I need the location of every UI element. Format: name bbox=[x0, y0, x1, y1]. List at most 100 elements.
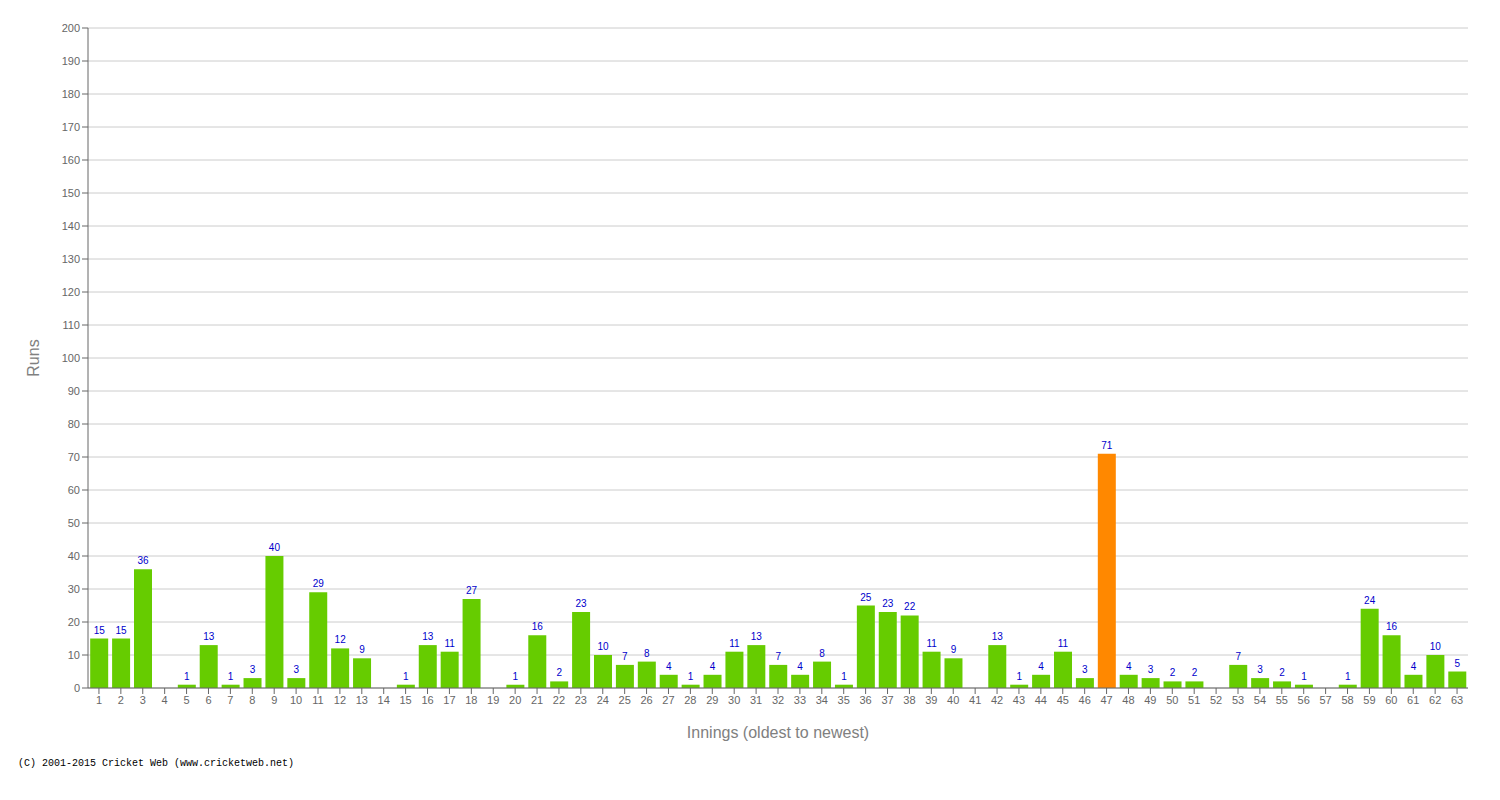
svg-text:42: 42 bbox=[991, 694, 1003, 706]
svg-text:26: 26 bbox=[640, 694, 652, 706]
svg-text:55: 55 bbox=[1276, 694, 1288, 706]
svg-text:51: 51 bbox=[1188, 694, 1200, 706]
svg-text:3: 3 bbox=[250, 664, 256, 675]
svg-text:4: 4 bbox=[666, 661, 672, 672]
svg-text:2: 2 bbox=[1279, 667, 1285, 678]
svg-text:44: 44 bbox=[1035, 694, 1047, 706]
svg-text:13: 13 bbox=[992, 631, 1004, 642]
svg-text:25: 25 bbox=[860, 592, 872, 603]
svg-text:11: 11 bbox=[1058, 638, 1069, 649]
svg-text:30: 30 bbox=[68, 583, 80, 595]
svg-text:Innings (oldest to newest): Innings (oldest to newest) bbox=[687, 724, 869, 741]
svg-text:1: 1 bbox=[96, 694, 102, 706]
svg-text:3: 3 bbox=[140, 694, 146, 706]
svg-text:8: 8 bbox=[644, 648, 650, 659]
svg-text:29: 29 bbox=[706, 694, 718, 706]
svg-text:30: 30 bbox=[728, 694, 740, 706]
svg-text:90: 90 bbox=[68, 385, 80, 397]
svg-text:35: 35 bbox=[838, 694, 850, 706]
svg-text:31: 31 bbox=[750, 694, 762, 706]
svg-text:110: 110 bbox=[62, 319, 80, 331]
svg-text:13: 13 bbox=[422, 631, 434, 642]
svg-text:1: 1 bbox=[403, 671, 409, 682]
svg-text:16: 16 bbox=[1386, 621, 1398, 632]
svg-text:29: 29 bbox=[313, 578, 325, 589]
svg-text:10: 10 bbox=[1430, 641, 1442, 652]
svg-text:63: 63 bbox=[1451, 694, 1463, 706]
svg-text:200: 200 bbox=[62, 22, 80, 34]
svg-text:10: 10 bbox=[597, 641, 609, 652]
svg-text:19: 19 bbox=[487, 694, 499, 706]
svg-text:3: 3 bbox=[1082, 664, 1088, 675]
svg-text:13: 13 bbox=[751, 631, 763, 642]
svg-text:36: 36 bbox=[137, 555, 149, 566]
svg-text:54: 54 bbox=[1254, 694, 1266, 706]
svg-text:140: 140 bbox=[62, 220, 80, 232]
svg-text:8: 8 bbox=[819, 648, 825, 659]
svg-text:47: 47 bbox=[1100, 694, 1112, 706]
svg-text:52: 52 bbox=[1210, 694, 1222, 706]
svg-text:7: 7 bbox=[622, 651, 628, 662]
svg-text:11: 11 bbox=[312, 694, 323, 706]
svg-text:28: 28 bbox=[684, 694, 696, 706]
svg-text:6: 6 bbox=[205, 694, 211, 706]
svg-text:41: 41 bbox=[969, 694, 981, 706]
svg-text:14: 14 bbox=[378, 694, 390, 706]
svg-text:43: 43 bbox=[1013, 694, 1025, 706]
svg-text:160: 160 bbox=[62, 154, 80, 166]
svg-text:1: 1 bbox=[1016, 671, 1022, 682]
svg-text:7: 7 bbox=[227, 694, 233, 706]
svg-text:1: 1 bbox=[1301, 671, 1307, 682]
svg-text:23: 23 bbox=[576, 598, 588, 609]
svg-text:70: 70 bbox=[68, 451, 80, 463]
svg-text:150: 150 bbox=[62, 187, 80, 199]
svg-text:60: 60 bbox=[1385, 694, 1397, 706]
svg-text:100: 100 bbox=[62, 352, 80, 364]
svg-text:11: 11 bbox=[926, 638, 937, 649]
svg-text:2: 2 bbox=[118, 694, 124, 706]
svg-text:15: 15 bbox=[116, 625, 128, 636]
svg-text:1: 1 bbox=[228, 671, 234, 682]
svg-text:11: 11 bbox=[444, 638, 455, 649]
svg-text:22: 22 bbox=[553, 694, 565, 706]
svg-text:49: 49 bbox=[1144, 694, 1156, 706]
svg-text:39: 39 bbox=[925, 694, 937, 706]
svg-text:4: 4 bbox=[710, 661, 716, 672]
svg-text:46: 46 bbox=[1079, 694, 1091, 706]
svg-text:24: 24 bbox=[597, 694, 609, 706]
svg-text:50: 50 bbox=[68, 517, 80, 529]
svg-text:12: 12 bbox=[334, 694, 346, 706]
svg-text:3: 3 bbox=[294, 664, 300, 675]
svg-text:13: 13 bbox=[356, 694, 368, 706]
svg-text:15: 15 bbox=[94, 625, 106, 636]
svg-text:4: 4 bbox=[1411, 661, 1417, 672]
svg-text:16: 16 bbox=[532, 621, 544, 632]
svg-text:1: 1 bbox=[513, 671, 519, 682]
svg-text:5: 5 bbox=[1455, 658, 1461, 669]
svg-text:25: 25 bbox=[619, 694, 631, 706]
svg-text:23: 23 bbox=[882, 598, 894, 609]
svg-text:40: 40 bbox=[68, 550, 80, 562]
svg-text:12: 12 bbox=[335, 634, 347, 645]
svg-text:180: 180 bbox=[62, 88, 80, 100]
svg-text:4: 4 bbox=[797, 661, 803, 672]
svg-text:120: 120 bbox=[62, 286, 80, 298]
svg-text:7: 7 bbox=[775, 651, 781, 662]
svg-text:56: 56 bbox=[1298, 694, 1310, 706]
svg-text:50: 50 bbox=[1166, 694, 1178, 706]
svg-text:8: 8 bbox=[249, 694, 255, 706]
svg-text:57: 57 bbox=[1319, 694, 1331, 706]
svg-text:36: 36 bbox=[859, 694, 871, 706]
svg-text:9: 9 bbox=[271, 694, 277, 706]
svg-text:71: 71 bbox=[1101, 440, 1113, 451]
svg-text:34: 34 bbox=[816, 694, 828, 706]
svg-text:62: 62 bbox=[1429, 694, 1441, 706]
svg-text:17: 17 bbox=[443, 694, 455, 706]
svg-text:4: 4 bbox=[1038, 661, 1044, 672]
svg-text:61: 61 bbox=[1407, 694, 1419, 706]
svg-text:13: 13 bbox=[203, 631, 215, 642]
svg-text:10: 10 bbox=[290, 694, 302, 706]
svg-text:130: 130 bbox=[62, 253, 80, 265]
svg-text:18: 18 bbox=[465, 694, 477, 706]
svg-text:1: 1 bbox=[688, 671, 694, 682]
